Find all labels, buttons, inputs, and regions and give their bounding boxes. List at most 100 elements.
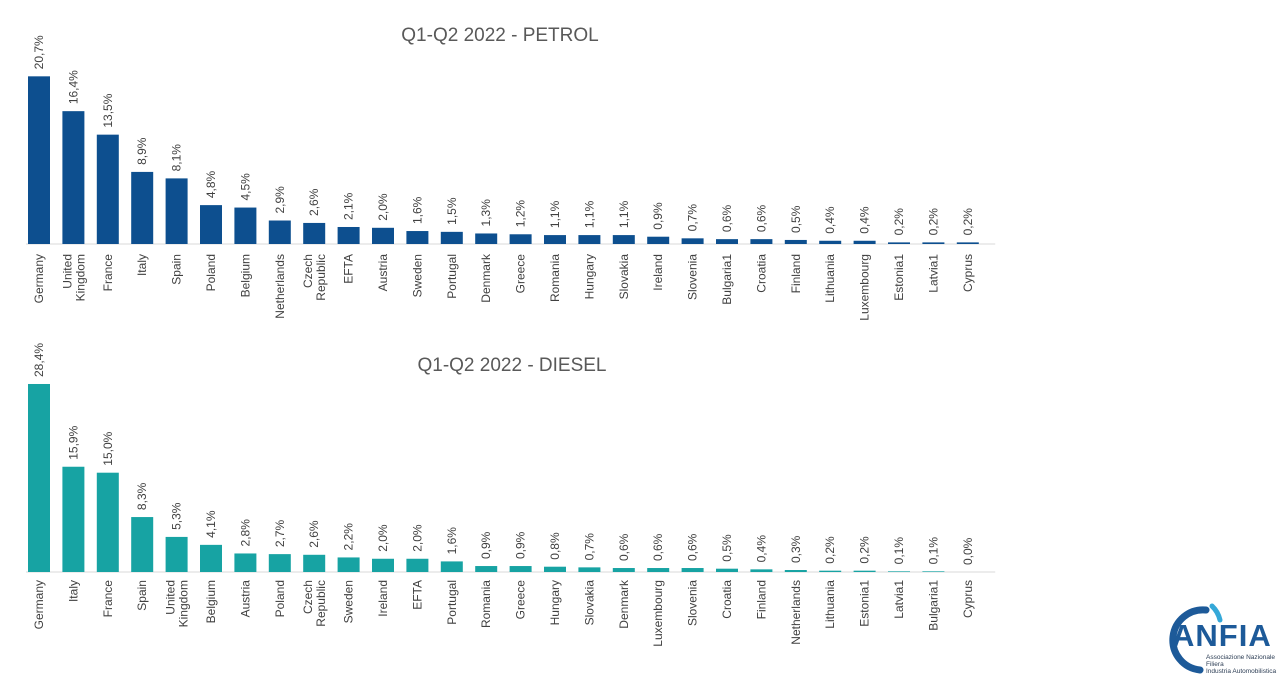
petrol-data-label: 2,1% [342,192,356,220]
diesel-data-label: 0,2% [858,536,872,564]
petrol-data-label: 2,9% [273,186,287,214]
diesel-category-label: Belgium [204,580,218,623]
petrol-category-label: Poland [204,254,218,291]
diesel-category-label: Germany [32,580,46,629]
diesel-category-label: Luxembourg [651,580,665,647]
diesel-data-label: 0,0% [961,537,975,565]
diesel-category-label: Slovakia [582,580,596,626]
diesel-category-label: EFTA [410,580,424,610]
petrol-category-label: Portugal [445,254,459,299]
petrol-category-label: Slovenia [686,254,700,300]
petrol-bar [956,242,979,244]
diesel-bar [716,568,738,572]
petrol-bar [509,234,532,244]
diesel-bar [750,569,773,572]
petrol-chart: Q1-Q2 2022 - PETROL 20,7% Germany 16,4% Unit… [26,25,996,321]
petrol-bar [372,227,394,244]
diesel-bar [819,570,842,572]
petrol-bar [544,235,566,244]
petrol-category-label: Cyprus [961,254,975,292]
diesel-bar [475,566,498,572]
petrol-category-label: Ireland [651,254,665,291]
petrol-data-label: 1,6% [410,196,424,224]
diesel-category-label: France [101,580,115,618]
petrol-data-label: 1,1% [548,200,562,228]
petrol-data-label: 0,6% [720,204,734,232]
diesel-category-label: Greece [514,580,528,620]
diesel-category-label: Bulgaria1 [926,580,940,631]
diesel-category-label: Hungary [548,580,562,625]
diesel-category-label: Austria [238,580,252,618]
diesel-data-label: 0,5% [720,534,734,562]
petrol-chart-title: Q1-Q2 2022 - PETROL [401,25,598,46]
diesel-category-label: Croatia [720,580,734,619]
petrol-bar [268,220,291,244]
petrol-bar [96,134,119,244]
petrol-bar [612,235,635,244]
diesel-bar [406,558,429,572]
diesel-chart-title: Q1-Q2 2022 - DIESEL [417,355,606,376]
petrol-category-label: Italy [135,254,149,276]
logo-subtitle-line: Industria Automobilistica [1206,668,1277,675]
petrol-category-label: Austria [376,254,390,292]
diesel-data-label: 0,7% [582,533,596,561]
petrol-data-label: 1,1% [617,200,631,228]
diesel-bar [647,568,670,572]
logo-subtitle-line: Associazione Nazionale [1206,654,1276,661]
diesel-bar [853,570,876,572]
diesel-data-label: 2,6% [307,520,321,548]
diesel-category-label: Romania [479,580,493,628]
petrol-data-label: 16,4% [66,70,80,104]
petrol-bar [853,240,876,244]
petrol-bar [62,111,85,244]
petrol-bar [750,239,773,244]
anfia-logo: ANFIA Associazione Nazionale Filiera Ind… [1150,598,1278,682]
diesel-data-label: 0,2% [823,536,837,564]
petrol-data-label: 4,8% [204,170,218,198]
diesel-data-label: 0,4% [754,535,768,563]
petrol-category-label: Latvia1 [926,254,940,293]
diesel-data-label: 1,6% [445,527,459,555]
diesel-data-label: 5,3% [170,502,184,530]
diesel-data-label: 0,9% [514,531,528,559]
diesel-bar [578,567,601,572]
diesel-bar [28,383,50,572]
petrol-category-label: Lithuania [823,254,837,303]
petrol-bar [578,235,601,244]
petrol-data-label: 1,2% [514,200,528,228]
petrol-category-label: CzechRepublic [301,254,328,301]
diesel-category-label: Sweden [342,580,356,623]
diesel-bar [784,570,807,572]
diesel-bar [888,571,910,572]
petrol-bar [28,76,50,244]
diesel-bar [681,568,704,572]
diesel-data-label: 28,4% [32,343,46,377]
petrol-category-label: Germany [32,254,46,303]
diesel-bar [612,568,635,572]
petrol-category-label: Spain [170,254,184,285]
diesel-bar [165,536,188,572]
logo-subtitle-line: Filiera [1206,661,1224,668]
diesel-bar [544,566,566,572]
petrol-bar [716,239,738,244]
diesel-data-label: 0,6% [617,533,631,561]
diesel-bar [509,566,532,572]
petrol-data-label: 4,5% [238,173,252,201]
diesel-category-label: Lithuania [823,580,837,629]
petrol-data-label: 0,6% [754,204,768,232]
diesel-bar [337,557,360,572]
diesel-category-label: Latvia1 [892,580,906,619]
diesel-data-label: 8,3% [135,482,149,510]
diesel-bar [96,472,119,572]
petrol-data-label: 0,4% [858,206,872,234]
petrol-category-label: Finland [789,254,803,293]
diesel-category-label: Cyprus [961,580,975,618]
petrol-data-label: 13,5% [101,93,115,127]
diesel-data-label: 2,0% [410,524,424,552]
petrol-data-label: 0,5% [789,205,803,233]
logo-swoosh-icon [1169,603,1223,674]
diesel-category-label: UnitedKingdom [164,580,191,627]
diesel-category-label: Denmark [617,579,631,629]
diesel-data-label: 0,6% [651,533,665,561]
